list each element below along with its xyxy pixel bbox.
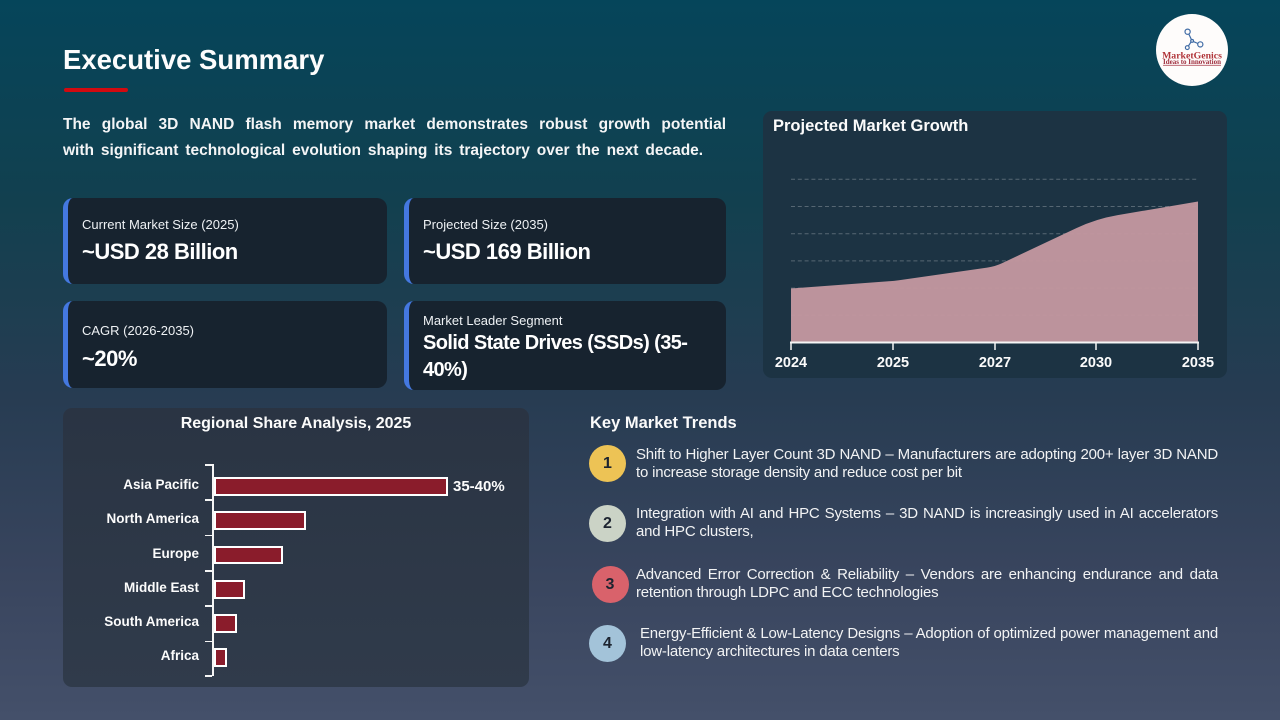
- svg-text:2027: 2027: [979, 355, 1011, 371]
- svg-text:2030: 2030: [1080, 355, 1112, 371]
- svg-text:2024: 2024: [775, 355, 807, 371]
- svg-text:2035: 2035: [1182, 355, 1214, 371]
- svg-text:Ideas to Innovation: Ideas to Innovation: [1163, 58, 1221, 66]
- svg-text:MarketGenics: MarketGenics: [1162, 50, 1222, 61]
- svg-text:2025: 2025: [877, 355, 909, 371]
